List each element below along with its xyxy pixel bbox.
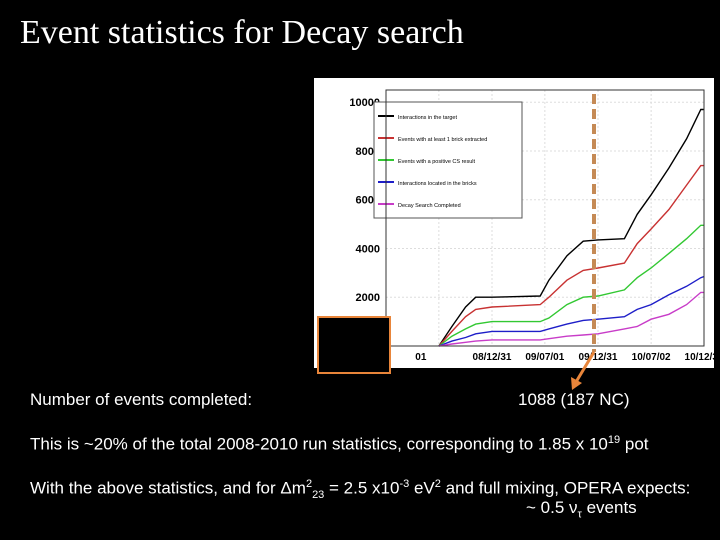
y-tick-label: 10000 [349, 97, 380, 109]
completed-value: 1088 (187 NC) [518, 390, 630, 409]
series-lines [438, 108, 705, 347]
delta-m-symbol: Δm [280, 478, 306, 498]
series-line [438, 164, 704, 347]
fraction-text: This is ~20% of the total 2008-2010 run … [30, 434, 538, 454]
delta-m-sub: 23 [312, 489, 325, 502]
legend-label: Interactions located in the bricks [398, 181, 477, 187]
x-tick-label: 01 [415, 352, 427, 363]
delta-m-sup: 2 [305, 478, 313, 490]
series-line [438, 291, 704, 347]
y-tick-label: 2000 [356, 292, 380, 304]
expectation-text-a: With the above statistics, and for [30, 478, 281, 498]
expectation-line: With the above statistics, and for Δm223… [30, 478, 690, 501]
expect-prefix: ~ 0.5 [526, 498, 570, 517]
plot-frame [385, 89, 705, 347]
arrow-head [571, 377, 582, 390]
arrow-line [574, 351, 596, 383]
exponent-neg3: -3 [399, 478, 410, 490]
ev-sup: 2 [434, 478, 441, 490]
tau-subscript: τ [577, 508, 582, 521]
completed-label: Number of events completed: [30, 390, 253, 409]
legend-box [373, 101, 523, 219]
expected-events: ~ 0.5 ντ events [526, 498, 637, 520]
cover-box [317, 316, 391, 374]
nu-symbol: ν [569, 498, 578, 517]
x-tick-label: 10/07/02 [632, 352, 671, 363]
expectation-text-c: and full mixing, OPERA expects: [440, 478, 691, 498]
series-line [438, 108, 704, 347]
y-tick-label: 4000 [356, 243, 380, 255]
expectation-text-b: = 2.5 x10 [324, 478, 400, 498]
series-line [438, 224, 704, 347]
expect-suffix: events [581, 498, 637, 517]
pot-mantissa: 1.85 x 10 [537, 434, 608, 454]
x-tick-label: 08/12/31 [473, 352, 512, 363]
legend-label: Events with at least 1 brick extracted [398, 137, 487, 143]
pot-exponent: 19 [607, 434, 621, 446]
series-line [438, 275, 705, 347]
x-tick-label: 09/07/01 [525, 352, 564, 363]
x-tick-labels: 01 08/12/31 09/07/01 09/12/31 10/07/02 10/12/… [415, 352, 714, 363]
legend-label: Decay Search Completed [398, 203, 461, 209]
legend-label: Events with a positive CS result [398, 159, 476, 165]
fraction-line: This is ~20% of the total 2008-2010 run … [30, 434, 649, 455]
ev-unit: eV [409, 478, 435, 498]
x-tick-label: 10/12/31 [685, 352, 714, 363]
slide-title: Event statistics for Decay search [20, 14, 464, 51]
x-tick-label: 09/12/31 [579, 352, 618, 363]
pot-unit: pot [620, 434, 649, 454]
legend-label: Interactions in the target [398, 115, 457, 121]
